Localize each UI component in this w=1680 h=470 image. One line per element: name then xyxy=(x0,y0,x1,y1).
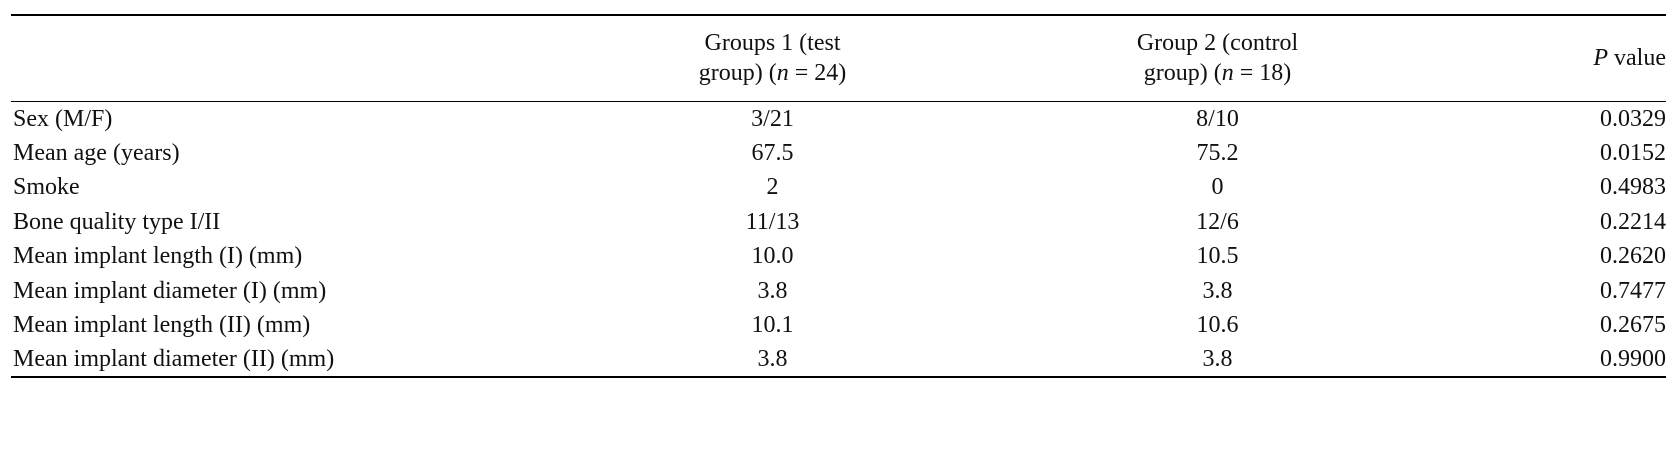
table-header: Groups 1 (test group) (n = 24) Group 2 (c… xyxy=(11,15,1666,101)
cell: 3.8 xyxy=(757,346,788,373)
cell: 0 xyxy=(1211,174,1224,201)
cell: 10.1 xyxy=(751,312,794,339)
header-row: Groups 1 (test group) (n = 24) Group 2 (c… xyxy=(11,15,1666,101)
cell: 3.8 xyxy=(1202,346,1233,373)
cell: 2 xyxy=(766,174,779,201)
header-text-part: = 18) xyxy=(1233,60,1292,87)
cell: 0.2675 xyxy=(1600,312,1666,339)
header-text: Groups 1 (test group) (n = 24) xyxy=(673,28,873,88)
header-empty xyxy=(11,15,550,101)
cell: 75.2 xyxy=(1196,139,1239,166)
row-label: Mean implant length (I) (mm) xyxy=(13,243,303,270)
cell: 0.2620 xyxy=(1600,243,1666,270)
table-row: Mean implant diameter (I) (mm) 3.8 3.8 0.74… xyxy=(11,274,1666,309)
cell: 0.2214 xyxy=(1600,208,1666,235)
cell: 10.0 xyxy=(751,243,794,270)
header-text-part: n xyxy=(776,60,789,87)
row-label: Mean implant diameter (II) (mm) xyxy=(13,346,335,373)
cell: 3/21 xyxy=(751,105,794,132)
table-row: Mean implant length (II) (mm) 10.1 10.6 0.2… xyxy=(11,308,1666,343)
header-text-part: Group 2 (control group) ( xyxy=(1136,30,1299,87)
row-label: Mean implant diameter (I) (mm) xyxy=(13,277,327,304)
cell: 0.0152 xyxy=(1600,139,1666,166)
cell: 3.8 xyxy=(1202,277,1233,304)
header-text: P value xyxy=(1593,45,1666,71)
column-header: Group 2 (control group) (n = 18) xyxy=(995,15,1440,101)
table-body: Sex (M/F) 3/21 8/10 0.0329 Mean age (years) 6… xyxy=(11,101,1666,377)
table-row: Mean implant length (I) (mm) 10.0 10.5 0.26… xyxy=(11,239,1666,274)
data-table: Groups 1 (test group) (n = 24) Group 2 (c… xyxy=(11,14,1666,378)
header-text-part: Groups 1 (test group) ( xyxy=(698,30,841,87)
table-row: Bone quality type I/II 11/13 12/6 0.2214 xyxy=(11,205,1666,240)
table-row: Smoke 2 0 0.4983 xyxy=(11,170,1666,205)
row-label: Mean age (years) xyxy=(13,139,180,166)
row-label: Bone quality type I/II xyxy=(13,208,221,235)
cell: 67.5 xyxy=(751,139,794,166)
column-header: P value xyxy=(1440,15,1666,101)
header-text-part: n xyxy=(1221,60,1234,87)
cell: 3.8 xyxy=(757,277,788,304)
table-row: Mean implant diameter (II) (mm) 3.8 3.8 0.9… xyxy=(11,343,1666,377)
header-text-part: P xyxy=(1593,45,1609,72)
cell: 0.0329 xyxy=(1600,105,1666,132)
cell: 11/13 xyxy=(745,208,800,235)
column-header: Groups 1 (test group) (n = 24) xyxy=(550,15,995,101)
table-row: Mean age (years) 67.5 75.2 0.0152 xyxy=(11,136,1666,171)
cell: 10.5 xyxy=(1196,243,1239,270)
cell: 0.4983 xyxy=(1600,174,1666,201)
row-label: Mean implant length (II) (mm) xyxy=(13,312,311,339)
header-text-part: value xyxy=(1608,45,1666,72)
table-row: Sex (M/F) 3/21 8/10 0.0329 xyxy=(11,101,1666,136)
header-text-part: = 24) xyxy=(788,60,847,87)
row-label: Sex (M/F) xyxy=(13,105,113,132)
cell: 8/10 xyxy=(1196,105,1239,132)
cell: 0.9900 xyxy=(1600,346,1666,373)
cell: 10.6 xyxy=(1196,312,1239,339)
cell: 0.7477 xyxy=(1600,277,1666,304)
header-text: Group 2 (control group) (n = 18) xyxy=(1118,28,1318,88)
cell: 12/6 xyxy=(1196,208,1239,235)
row-label: Smoke xyxy=(13,174,80,201)
